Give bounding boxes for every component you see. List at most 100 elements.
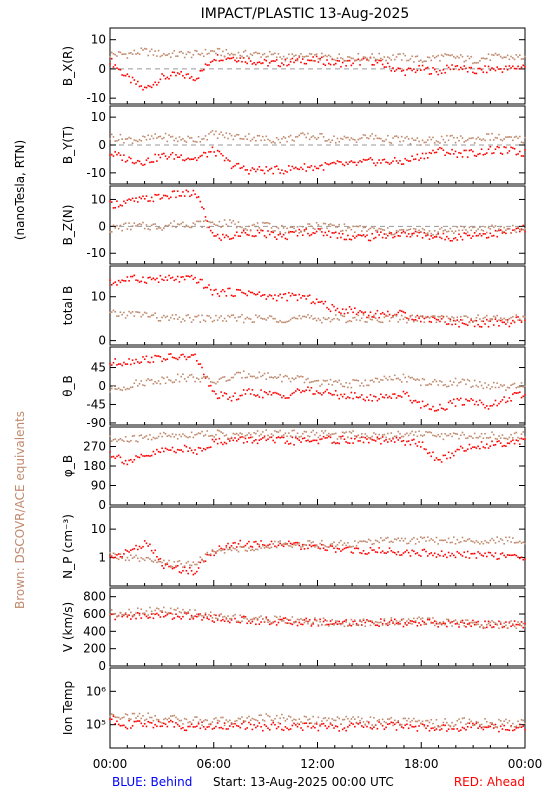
data-point — [244, 227, 247, 230]
data-point — [428, 431, 431, 433]
data-point — [338, 541, 341, 544]
data-point — [492, 555, 495, 558]
data-point — [315, 431, 318, 434]
data-point — [227, 542, 229, 545]
data-point — [463, 624, 466, 627]
data-point — [423, 536, 426, 539]
data-point — [461, 238, 464, 241]
data-point — [508, 228, 511, 230]
data-point — [461, 378, 464, 381]
data-point — [321, 430, 323, 432]
data-point — [454, 150, 457, 153]
data-point — [513, 620, 516, 622]
data-point — [253, 52, 255, 54]
data-point — [428, 451, 431, 454]
data-point — [130, 549, 132, 552]
data-point — [229, 546, 231, 549]
data-point — [138, 138, 141, 141]
data-point — [109, 715, 111, 718]
data-point — [435, 435, 438, 438]
data-point — [404, 623, 406, 625]
data-point — [150, 722, 153, 724]
data-point — [362, 619, 365, 622]
data-point — [479, 543, 481, 545]
data-point — [126, 314, 129, 317]
data-point — [114, 151, 117, 153]
data-point — [508, 442, 511, 445]
data-point — [163, 314, 165, 317]
data-point — [175, 137, 177, 140]
data-point — [331, 57, 334, 60]
data-point — [289, 716, 292, 718]
data-point — [229, 440, 231, 442]
data-point — [291, 392, 294, 395]
data-point — [367, 137, 370, 140]
data-point — [268, 620, 271, 623]
data-point — [435, 234, 438, 236]
data-point — [213, 621, 215, 623]
data-point — [364, 540, 367, 543]
data-point — [397, 395, 400, 397]
data-point — [520, 625, 523, 627]
data-point — [211, 434, 214, 437]
data-point — [145, 725, 148, 728]
data-point — [477, 323, 479, 326]
data-point — [501, 139, 504, 142]
y-tick-label: 10⁶ — [86, 684, 106, 698]
data-point — [513, 728, 516, 731]
data-point — [143, 613, 146, 616]
data-point — [442, 721, 445, 724]
data-point — [355, 141, 358, 143]
data-point — [508, 436, 511, 439]
data-point — [406, 381, 408, 383]
data-point — [156, 194, 158, 196]
data-point — [159, 616, 162, 618]
data-point — [494, 148, 497, 151]
data-point — [518, 437, 521, 440]
data-point — [131, 197, 134, 200]
data-point — [182, 450, 184, 453]
data-point — [470, 540, 472, 542]
data-point — [286, 718, 288, 720]
data-point — [461, 404, 464, 406]
data-point — [435, 728, 438, 730]
data-point — [456, 433, 459, 435]
data-point — [303, 56, 306, 58]
data-point — [430, 552, 433, 554]
data-point — [143, 86, 146, 89]
data-point — [294, 719, 297, 721]
data-point — [289, 442, 292, 445]
data-point — [442, 68, 445, 71]
y-tick-label: 10⁵ — [86, 718, 106, 732]
data-point — [395, 729, 398, 731]
data-point — [218, 548, 221, 551]
data-point — [432, 434, 434, 437]
data-point — [432, 380, 434, 383]
data-point — [440, 135, 443, 138]
data-point — [315, 544, 318, 547]
data-point — [164, 447, 167, 450]
data-point — [242, 721, 245, 723]
data-point — [289, 394, 292, 397]
data-point — [496, 230, 499, 232]
data-point — [218, 430, 221, 432]
data-point — [348, 226, 351, 229]
data-point — [173, 567, 176, 569]
data-point — [385, 314, 387, 317]
data-point — [505, 401, 507, 404]
data-point — [168, 611, 170, 614]
data-point — [208, 133, 210, 135]
data-point — [314, 722, 316, 725]
data-point — [178, 156, 181, 159]
data-point — [498, 146, 500, 149]
data-point — [249, 723, 252, 726]
data-point — [390, 232, 393, 234]
data-point — [284, 621, 287, 624]
data-point — [503, 384, 505, 386]
data-point — [246, 376, 248, 379]
data-point — [260, 375, 262, 378]
data-point — [209, 316, 212, 319]
data-point — [449, 135, 452, 137]
data-point — [249, 139, 252, 142]
data-point — [366, 321, 368, 323]
